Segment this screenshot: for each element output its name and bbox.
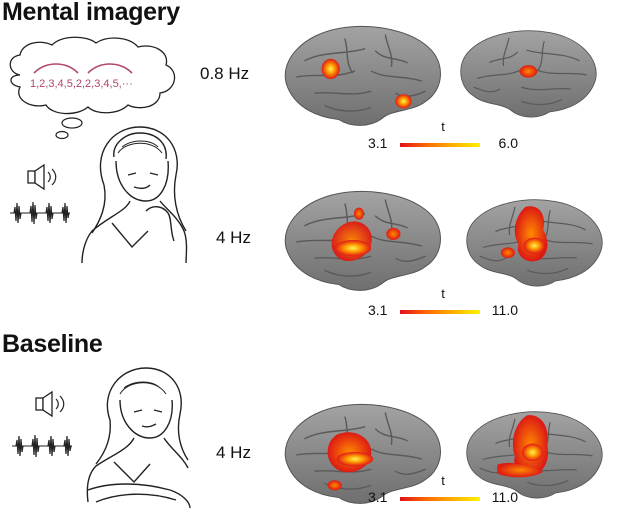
speaker-icon — [27, 163, 57, 191]
waveform-icon — [10, 201, 70, 225]
colorbar-max: 6.0 — [498, 135, 518, 151]
person-thinking-drawing — [81, 126, 188, 264]
activation-cluster — [519, 65, 538, 78]
waveform-icon — [12, 434, 72, 458]
brain-right-row1 — [456, 24, 606, 124]
colorbar-row3: t 3.1 11.0 — [368, 473, 518, 517]
colorbar-gradient — [400, 310, 480, 314]
section-title-mental-imagery: Mental imagery — [2, 0, 180, 26]
activation-cluster — [386, 227, 401, 240]
brain-left-row3 — [274, 398, 446, 510]
activation-cluster — [522, 443, 544, 462]
activation-cluster — [523, 237, 545, 254]
activation-cluster — [334, 239, 372, 257]
thought-sequence: 1,2,3,4,5,2,2,3,4,5,··· — [30, 78, 133, 90]
person-listening-drawing — [86, 367, 191, 509]
section-title-baseline: Baseline — [2, 330, 103, 358]
colorbar-min: 3.1 — [368, 302, 388, 318]
colorbar-min: 3.1 — [368, 135, 388, 151]
colorbar-max: 11.0 — [491, 489, 518, 505]
colorbar-label: t — [441, 473, 445, 488]
activation-cluster — [321, 58, 340, 80]
frequency-label-row2: 4 Hz — [216, 228, 251, 247]
baseline-illustration — [12, 367, 191, 509]
brain-left-row2 — [274, 185, 446, 297]
colorbar-row2: t 3.1 11.0 — [368, 286, 518, 330]
speaker-icon — [35, 390, 65, 418]
brain-right-row3 — [462, 400, 612, 510]
brain-right-row2 — [462, 188, 612, 298]
thought-bubble-icon — [9, 36, 176, 140]
activation-cluster — [336, 451, 374, 467]
activation-cluster — [327, 480, 342, 491]
colorbar-row1: t 3.1 6.0 — [368, 119, 518, 163]
colorbar-label: t — [441, 119, 445, 134]
frequency-label-row1: 0.8 Hz — [200, 64, 250, 83]
brain-left-row1 — [274, 20, 446, 132]
colorbar-label: t — [441, 286, 445, 301]
activation-cluster — [395, 94, 412, 109]
activation-cluster — [500, 247, 515, 258]
activation-cluster — [497, 462, 544, 478]
frequency-label-row3: 4 Hz — [216, 443, 251, 462]
colorbar-gradient — [400, 143, 480, 147]
colorbar-gradient — [400, 497, 480, 501]
colorbar-min: 3.1 — [368, 489, 388, 505]
activation-cluster — [353, 207, 365, 220]
mental-imagery-illustration: 1,2,3,4,5,2,2,3,4,5,··· — [9, 36, 188, 264]
colorbar-max: 11.0 — [491, 302, 518, 318]
